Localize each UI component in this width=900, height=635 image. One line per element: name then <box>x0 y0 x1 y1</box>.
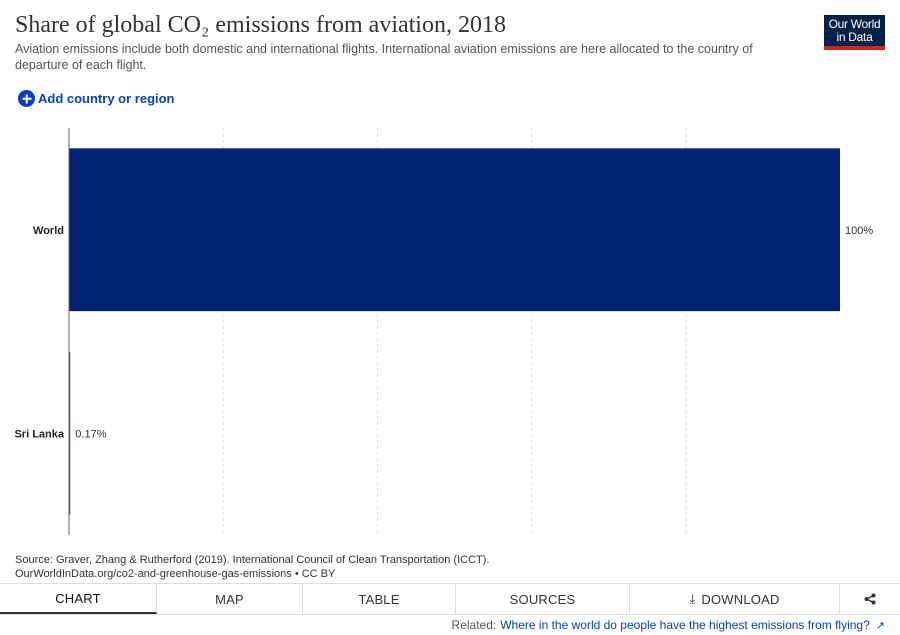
source-url-line[interactable]: OurWorldInData.org/co2-and-greenhouse-ga… <box>15 568 336 580</box>
category-label: Sri Lanka <box>14 428 64 440</box>
chart-subtitle: Aviation emissions include both domestic… <box>15 42 753 72</box>
tab-download-label: DOWNLOAD <box>701 591 780 607</box>
source-note: Source: Graver, Zhang & Rutherford (2019… <box>15 553 489 581</box>
category-label: World <box>33 225 64 237</box>
bar-sri-lanka <box>69 351 71 515</box>
tab-chart[interactable]: CHART <box>0 584 157 614</box>
source-line: Source: Graver, Zhang & Rutherford (2019… <box>15 554 490 566</box>
share-icon <box>864 593 876 605</box>
tab-chart-label: CHART <box>55 590 101 606</box>
related-prefix: Related: <box>451 618 497 632</box>
bar-chart: World 100% Sri Lanka 0.17% <box>14 128 873 535</box>
tab-table-label: TABLE <box>358 591 400 607</box>
related-link[interactable]: Where in the world do people have the hi… <box>500 618 870 632</box>
add-country-label: Add country or region <box>38 91 175 106</box>
chart-title: Share of global CO₂ emissions from aviat… <box>15 12 506 38</box>
tab-sources-label: SOURCES <box>509 591 576 607</box>
plus-circle-icon <box>18 90 35 107</box>
value-label: 100% <box>845 225 873 237</box>
logo-line-2: in Data <box>836 29 873 44</box>
logo-line-1: Our World <box>828 16 881 31</box>
add-country-button[interactable]: Add country or region <box>18 90 175 107</box>
owid-logo[interactable]: Our World in Data <box>824 15 885 50</box>
tab-map-label: MAP <box>215 591 244 607</box>
download-icon: ⤓ <box>689 591 696 606</box>
tab-download[interactable]: ⤓ DOWNLOAD <box>630 584 840 614</box>
tab-sources[interactable]: SOURCES <box>456 584 630 614</box>
tab-bar: CHART MAP TABLE SOURCES ⤓ DOWNLOAD <box>0 583 900 615</box>
bar-world <box>69 148 840 312</box>
value-label: 0.17% <box>75 428 106 440</box>
share-button[interactable] <box>840 584 900 614</box>
tab-table[interactable]: TABLE <box>303 584 456 614</box>
external-link-icon: ↗ <box>875 619 885 632</box>
related-bar: Related: Where in the world do people ha… <box>452 618 885 632</box>
tab-map[interactable]: MAP <box>157 584 303 614</box>
